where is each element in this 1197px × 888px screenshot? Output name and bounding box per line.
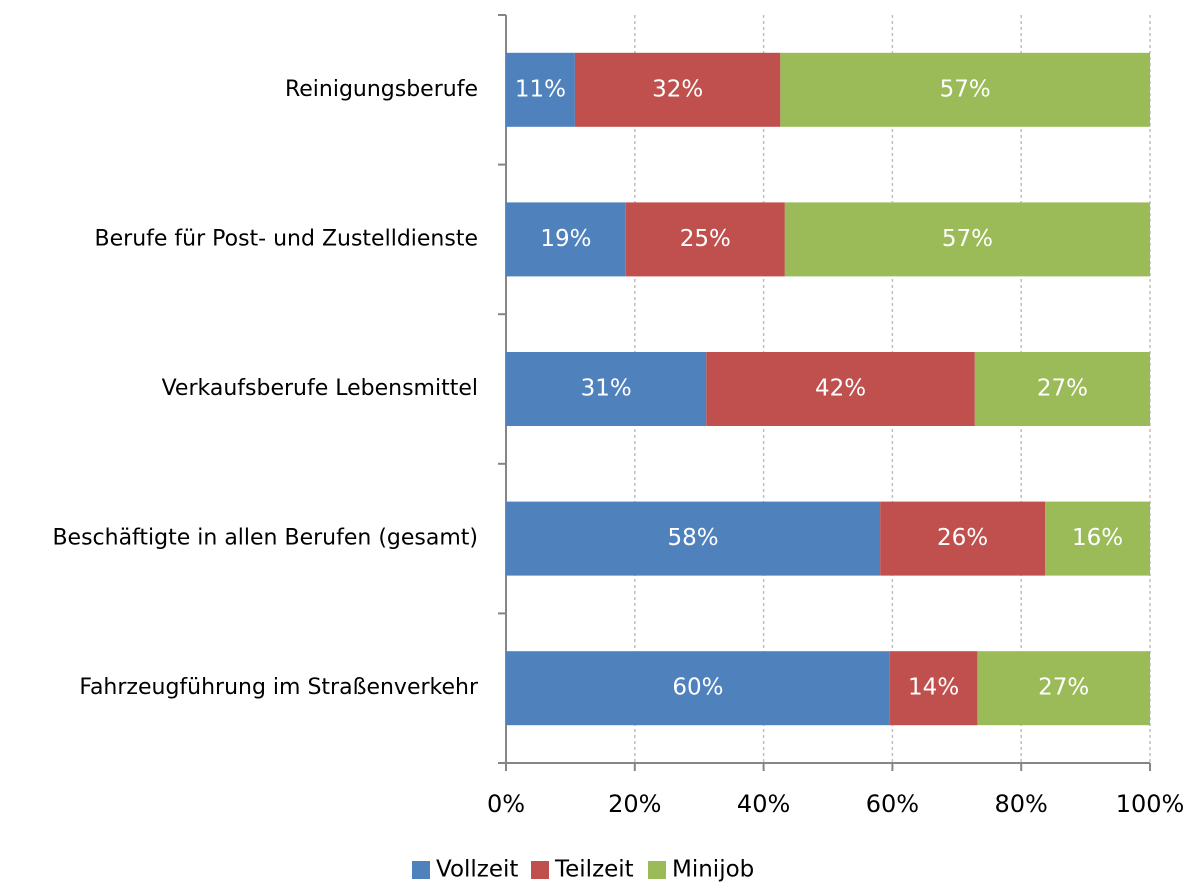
bar-segment	[506, 501, 881, 576]
x-tick-label: 100%	[1116, 790, 1185, 818]
data-label: 57%	[940, 76, 991, 102]
x-tick-label: 40%	[737, 790, 790, 818]
bar-segment	[889, 651, 978, 726]
data-label: 60%	[672, 675, 723, 701]
data-label: 58%	[668, 525, 719, 551]
y-tick-label: Verkaufsberufe Lebensmittel	[162, 376, 478, 401]
x-tick-label: 0%	[487, 790, 525, 818]
bar-segment	[574, 52, 781, 127]
data-label: 14%	[908, 675, 959, 701]
legend-label: Vollzeit	[436, 857, 518, 883]
y-tick-label: Reinigungsberufe	[285, 77, 478, 102]
x-tick-label: 20%	[608, 790, 661, 818]
y-tick-label: Berufe für Post- und Zustelldienste	[95, 226, 478, 251]
bar-segment	[780, 52, 1150, 127]
bar-segment	[506, 651, 890, 726]
data-label: 26%	[937, 525, 988, 551]
y-tick-label: Fahrzeugführung im Straßenverkehr	[79, 675, 479, 700]
bar-segment	[1045, 501, 1150, 576]
y-tick-label: Beschäftigte in allen Berufen (gesamt)	[52, 526, 478, 551]
bar-segment	[506, 202, 626, 277]
data-label: 16%	[1072, 525, 1123, 551]
data-label: 25%	[680, 226, 731, 252]
bar-segment	[784, 202, 1150, 277]
data-label: 32%	[652, 76, 703, 102]
legend-swatch	[531, 861, 549, 879]
data-label: 31%	[581, 376, 632, 402]
legend-label: Teilzeit	[554, 857, 634, 883]
legend-swatch	[412, 861, 430, 879]
data-label: 57%	[942, 226, 993, 252]
bar-segment	[974, 352, 1150, 426]
data-label: 27%	[1038, 675, 1089, 701]
bar-segment	[706, 352, 975, 426]
legend-label: Minijob	[672, 857, 754, 883]
bar-segment	[977, 651, 1150, 726]
data-label: 11%	[515, 76, 566, 102]
bar-segment	[625, 202, 785, 277]
x-tick-label: 80%	[995, 790, 1048, 818]
data-label: 27%	[1037, 376, 1088, 402]
bar-segment	[506, 52, 575, 127]
bar-segment	[880, 501, 1046, 576]
data-label: 19%	[540, 226, 591, 252]
x-tick-label: 60%	[866, 790, 919, 818]
data-label: 42%	[815, 376, 866, 402]
bar-segment	[506, 352, 707, 426]
legend-swatch	[648, 861, 666, 879]
